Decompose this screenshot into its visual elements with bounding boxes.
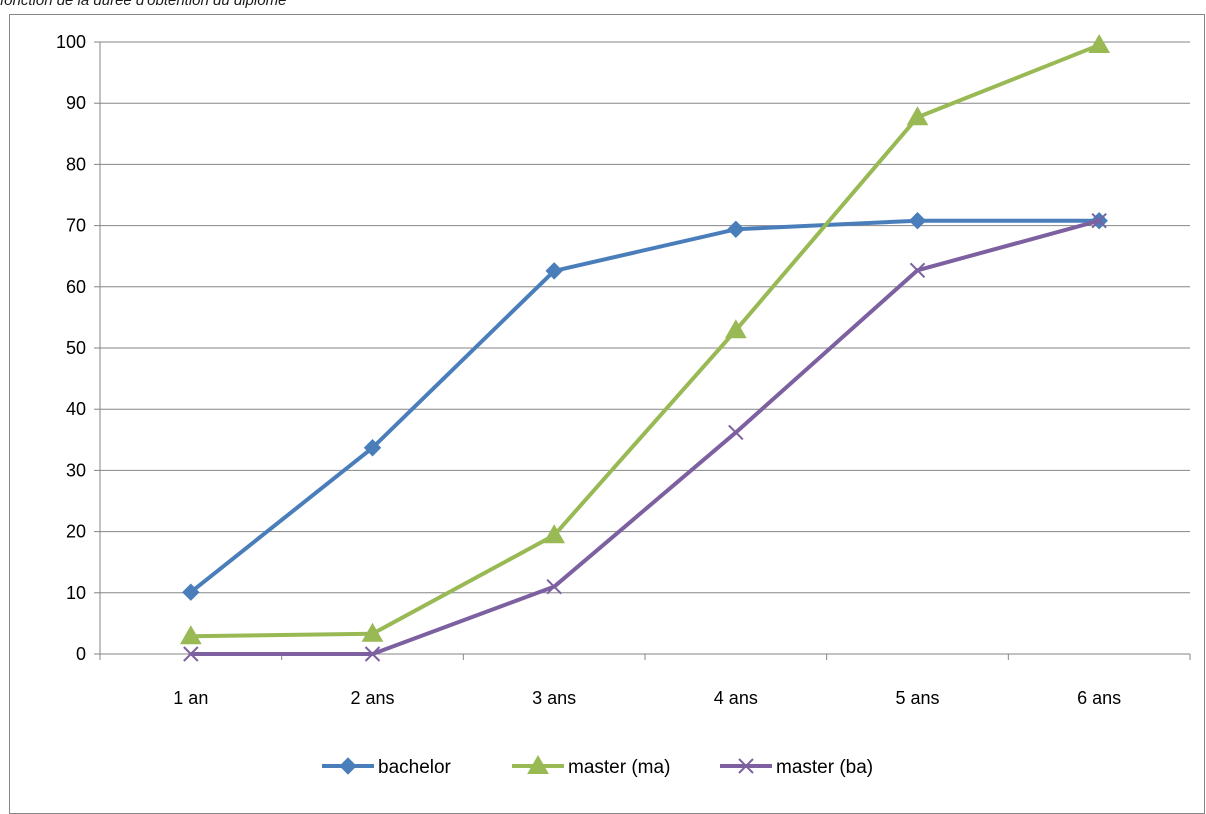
- data-point: [364, 646, 381, 662]
- y-tick-label: 0: [76, 644, 86, 664]
- y-tick-label: 40: [66, 399, 86, 419]
- legend-marker: [527, 754, 549, 774]
- series-line: [189, 218, 1100, 594]
- data-point: [363, 439, 382, 457]
- data-point: [906, 106, 929, 126]
- legend-item: master (ba): [720, 757, 873, 778]
- legend-label: master (ma): [568, 757, 670, 778]
- y-tick-label: 90: [66, 93, 86, 113]
- data-point: [1088, 34, 1111, 54]
- y-tick-label: 60: [66, 277, 86, 297]
- data-point: [727, 220, 745, 238]
- data-point: [546, 578, 562, 595]
- data-point: [543, 524, 566, 544]
- gridlines: [100, 41, 1190, 594]
- legend-item: bachelor: [322, 757, 452, 778]
- legend: bachelor master (ma) master (ba): [322, 754, 873, 778]
- data-point: [179, 625, 202, 645]
- series-line: [190, 43, 1100, 639]
- y-tick-label: 10: [66, 583, 86, 603]
- series-line: [190, 218, 1100, 656]
- series-lines: [179, 34, 1111, 662]
- legend-marker: [339, 757, 357, 775]
- data-point: [182, 583, 200, 601]
- legend-item: master (ma): [512, 754, 670, 778]
- data-point: [909, 262, 926, 278]
- data-point: [728, 424, 744, 441]
- y-tick-label: 50: [66, 338, 86, 358]
- y-tick-label: 30: [66, 460, 86, 480]
- chart-caption: fonction de la durée d'obtention du dipl…: [0, 0, 287, 9]
- legend-label: bachelor: [378, 757, 452, 778]
- x-tick-label: 3 ans: [532, 688, 576, 708]
- series-1: [179, 34, 1111, 645]
- data-point: [183, 646, 199, 662]
- x-tick-label: 5 ans: [895, 688, 939, 708]
- y-tick-label: 20: [66, 522, 86, 542]
- tick-labels: 0 10 20 30 40 50 60 70 80 90 100 1 an 2 ans 3 ans 4 an…: [56, 32, 1121, 708]
- x-tick-label: 6 ans: [1077, 688, 1121, 708]
- x-tick-label: 4 ans: [714, 688, 758, 708]
- data-point: [1091, 212, 1107, 229]
- x-tick-label: 2 ans: [350, 688, 394, 708]
- y-tick-label: 70: [66, 216, 86, 236]
- series-2: [183, 212, 1107, 662]
- y-tick-label: 100: [56, 32, 86, 52]
- legend-marker: [738, 758, 754, 774]
- x-tick-label: 1 an: [173, 688, 208, 708]
- legend-label: master (ba): [776, 757, 873, 778]
- series-0: [182, 211, 1108, 601]
- data-point: [361, 622, 384, 642]
- y-tick-label: 80: [66, 154, 86, 174]
- data-point: [724, 319, 747, 339]
- data-point: [908, 211, 927, 230]
- axes: [94, 41, 1191, 660]
- data-point: [545, 262, 563, 280]
